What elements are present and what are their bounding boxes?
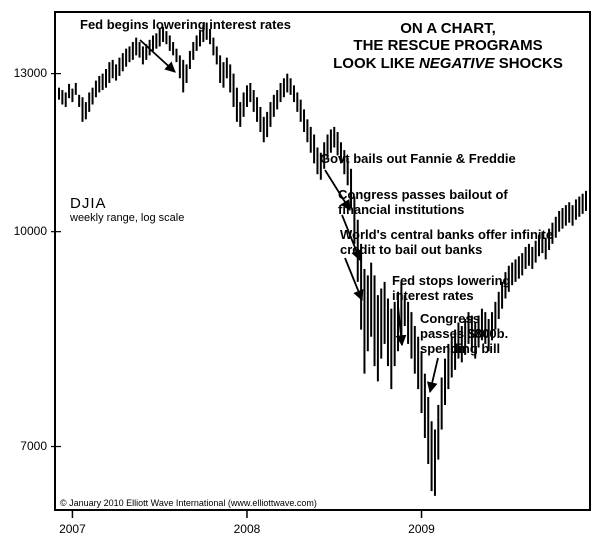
credit-line: © January 2010 Elliott Wave Internationa… bbox=[60, 498, 317, 508]
chart-container: ON A CHART, THE RESCUE PROGRAMS LOOK LIK… bbox=[0, 0, 600, 547]
series-name: DJIA bbox=[70, 195, 184, 212]
annotation-central: World's central banks offer infinitecred… bbox=[340, 228, 600, 258]
x-tick-label: 2007 bbox=[42, 522, 102, 536]
x-tick-label: 2008 bbox=[217, 522, 277, 536]
chart-title: ON A CHART, THE RESCUE PROGRAMS LOOK LIK… bbox=[308, 20, 588, 72]
annotation-fed-stop: Fed stops loweringinterest rates bbox=[392, 274, 592, 304]
annotation-fannie: Govt bails out Fannie & Freddie bbox=[320, 152, 560, 167]
annotation-fed-lower: Fed begins lowering interest rates bbox=[80, 18, 300, 33]
x-tick-label: 2009 bbox=[392, 522, 452, 536]
title-line1: ON A CHART, bbox=[308, 20, 588, 37]
series-sub: weekly range, log scale bbox=[70, 212, 184, 224]
annotation-bailout: Congress passes bailout offinancial inst… bbox=[338, 188, 578, 218]
y-tick-label: 13000 bbox=[7, 66, 47, 80]
title-line2: THE RESCUE PROGRAMS bbox=[308, 37, 588, 54]
annotation-spending: Congresspasses $800b.spending bill bbox=[420, 312, 560, 357]
y-tick-label: 10000 bbox=[7, 224, 47, 238]
y-tick-label: 7000 bbox=[7, 439, 47, 453]
series-label: DJIA weekly range, log scale bbox=[70, 195, 184, 224]
title-line3: LOOK LIKE NEGATIVE SHOCKS bbox=[308, 55, 588, 72]
